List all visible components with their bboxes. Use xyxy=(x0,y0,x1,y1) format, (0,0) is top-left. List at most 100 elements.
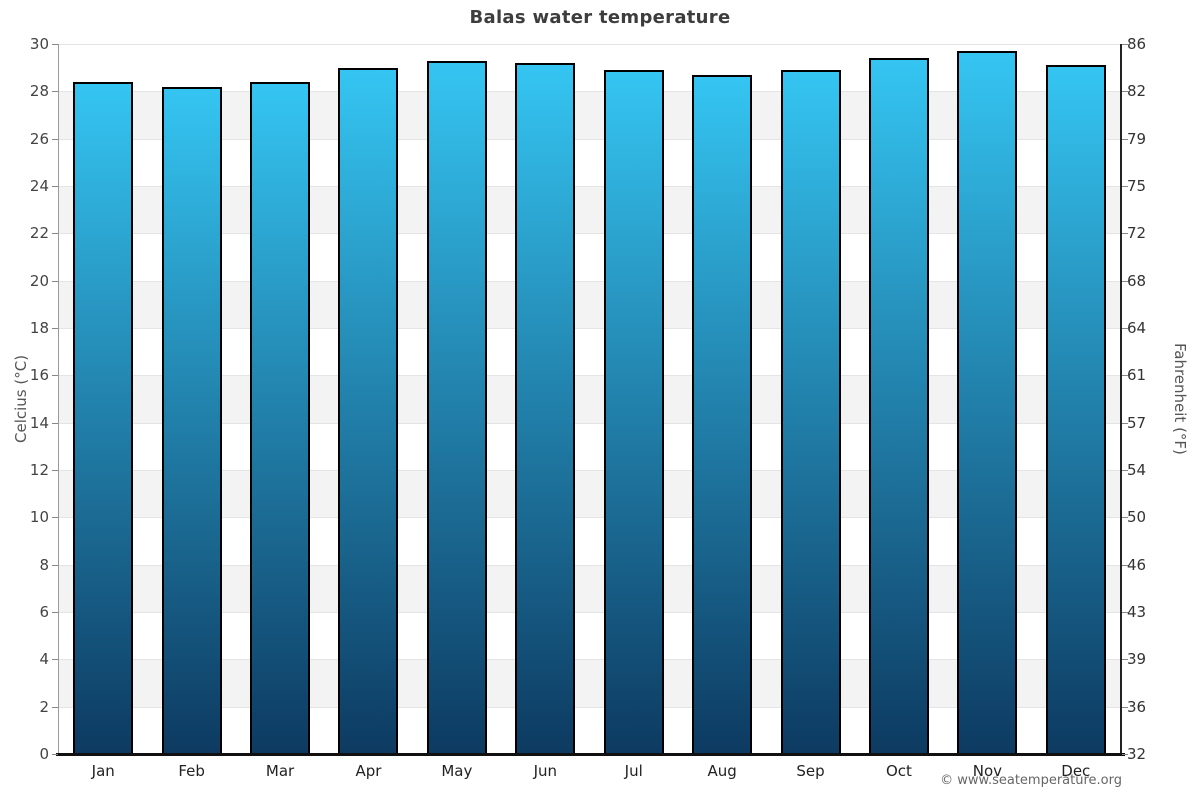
tick-mark-left xyxy=(52,659,58,661)
tick-mark-left xyxy=(52,564,58,566)
month-label-jan: Jan xyxy=(91,762,115,780)
month-label-dec: Dec xyxy=(1061,762,1091,780)
tick-mark-left xyxy=(52,280,58,282)
gridline xyxy=(59,564,1120,566)
gridline xyxy=(59,375,1120,377)
plot-band xyxy=(59,280,1120,328)
tick-mark-right xyxy=(1122,186,1128,187)
y-axis-label-fahrenheit: Fahrenheit (°F) xyxy=(1171,343,1189,455)
month-label-may: May xyxy=(441,762,473,780)
plot-area xyxy=(59,44,1120,754)
fahrenheit-tick-68: 68 xyxy=(1127,271,1147,290)
tick-mark-left xyxy=(52,612,58,613)
tick-mark-right xyxy=(1122,44,1128,45)
tick-mark-left xyxy=(52,91,58,93)
tick-mark-left xyxy=(52,375,58,377)
month-label-nov: Nov xyxy=(972,762,1003,780)
gridline xyxy=(59,612,1120,613)
month-label-jun: Jun xyxy=(533,762,557,780)
fahrenheit-tick-75: 75 xyxy=(1127,177,1147,195)
celsius-tick-8: 8 xyxy=(39,555,49,574)
tick-mark-left xyxy=(52,328,58,329)
plot-band xyxy=(59,564,1120,612)
bar-feb xyxy=(161,86,222,754)
plot-band xyxy=(59,91,1120,139)
month-label-jul: Jul xyxy=(624,762,643,780)
fahrenheit-tick-39: 39 xyxy=(1127,650,1147,669)
bar-jan xyxy=(73,81,134,754)
gridline xyxy=(59,659,1120,661)
gridline xyxy=(59,186,1120,187)
celsius-tick-28: 28 xyxy=(29,82,49,101)
tick-mark-right xyxy=(1122,328,1128,329)
fahrenheit-tick-43: 43 xyxy=(1127,603,1147,621)
celsius-tick-18: 18 xyxy=(29,319,49,337)
tick-mark-right xyxy=(1122,233,1128,235)
fahrenheit-tick-82: 82 xyxy=(1127,82,1147,101)
month-label-oct: Oct xyxy=(885,762,912,780)
bar-nov xyxy=(957,51,1018,754)
tick-mark-right xyxy=(1122,280,1128,282)
celsius-tick-10: 10 xyxy=(29,508,49,527)
gridline xyxy=(59,91,1120,93)
fahrenheit-tick-36: 36 xyxy=(1127,697,1147,716)
fahrenheit-tick-72: 72 xyxy=(1127,224,1147,243)
celsius-tick-4: 4 xyxy=(39,650,49,669)
celsius-tick-24: 24 xyxy=(29,177,49,195)
tick-mark-right xyxy=(1122,754,1128,755)
fahrenheit-tick-61: 61 xyxy=(1127,366,1147,385)
fahrenheit-tick-54: 54 xyxy=(1127,461,1147,479)
tick-mark-left xyxy=(52,754,58,755)
plot-band xyxy=(59,375,1120,423)
month-label-aug: Aug xyxy=(707,762,737,780)
celsius-tick-6: 6 xyxy=(39,603,49,621)
tick-mark-right xyxy=(1122,470,1128,471)
bar-jun xyxy=(515,62,576,754)
gridline xyxy=(59,517,1120,519)
tick-mark-right xyxy=(1122,706,1128,708)
bar-oct xyxy=(868,58,929,754)
tick-mark-left xyxy=(52,422,58,424)
tick-mark-right xyxy=(1122,375,1128,377)
fahrenheit-tick-79: 79 xyxy=(1127,129,1147,148)
bar-apr xyxy=(338,67,399,754)
celsius-tick-16: 16 xyxy=(29,366,49,385)
month-label-sep: Sep xyxy=(796,762,825,780)
celsius-tick-2: 2 xyxy=(39,697,49,716)
tick-mark-right xyxy=(1122,517,1128,519)
copyright-text: © www.seatemperature.org xyxy=(940,773,1122,788)
gridline xyxy=(59,422,1120,424)
tick-mark-right xyxy=(1122,91,1128,93)
fahrenheit-tick-50: 50 xyxy=(1127,508,1147,527)
fahrenheit-tick-46: 46 xyxy=(1127,555,1147,574)
bar-jul xyxy=(603,70,664,754)
gridline xyxy=(59,470,1120,471)
tick-mark-right xyxy=(1122,138,1128,140)
axis-spine-left xyxy=(58,44,59,754)
plot-band xyxy=(59,470,1120,518)
bar-sep xyxy=(780,70,841,754)
gridline xyxy=(59,44,1120,45)
celsius-tick-14: 14 xyxy=(29,413,49,432)
fahrenheit-tick-32: 32 xyxy=(1127,745,1147,763)
gridline xyxy=(59,233,1120,235)
tick-mark-left xyxy=(52,470,58,471)
gridline xyxy=(59,328,1120,329)
celsius-tick-22: 22 xyxy=(29,224,49,243)
bar-aug xyxy=(692,74,753,754)
gridline xyxy=(59,706,1120,708)
fahrenheit-tick-57: 57 xyxy=(1127,413,1147,432)
month-label-feb: Feb xyxy=(178,762,205,780)
bar-dec xyxy=(1045,65,1106,754)
gridline xyxy=(59,280,1120,282)
tick-mark-right xyxy=(1122,659,1128,661)
tick-mark-left xyxy=(52,517,58,519)
gridline xyxy=(59,138,1120,140)
tick-mark-left xyxy=(52,44,58,45)
tick-mark-left xyxy=(52,186,58,187)
bar-mar xyxy=(250,81,311,754)
fahrenheit-tick-64: 64 xyxy=(1127,319,1147,337)
celsius-tick-12: 12 xyxy=(29,461,49,479)
celsius-tick-30: 30 xyxy=(29,35,49,53)
